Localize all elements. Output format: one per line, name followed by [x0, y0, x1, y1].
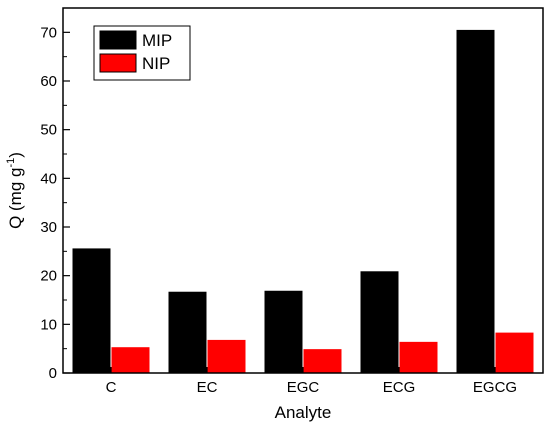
bar-mip-egcg [456, 29, 495, 374]
x-tick-label: EC [197, 379, 218, 396]
x-tick-label: C [106, 379, 117, 396]
bar-nip-ec [207, 339, 246, 373]
x-tick-label: EGCG [473, 379, 517, 396]
legend: MIP NIP [93, 25, 191, 81]
bar-mip-ec [168, 291, 207, 373]
y-tick-label: 60 [40, 73, 57, 90]
x-tick-label: EGC [287, 379, 320, 396]
bar-mip-c [72, 248, 111, 373]
legend-label-mip: MIP [142, 31, 172, 50]
bar-nip-egc [303, 349, 342, 373]
bar-mip-ecg [360, 271, 399, 373]
x-axis: C EC EGC ECG EGCG [106, 367, 517, 396]
y-tick-label: 50 [40, 122, 57, 139]
bar-mip-egc [264, 290, 303, 373]
y-axis-title: Q (mg g-1) [5, 152, 25, 229]
bars-group [72, 29, 534, 374]
legend-swatch-mip [99, 30, 137, 50]
y-axis-title-superscript: -1 [5, 158, 17, 168]
bar-nip-egcg [495, 332, 534, 373]
bar-nip-c [111, 347, 150, 373]
legend-swatch-nip [99, 53, 137, 73]
y-axis-title-close: ) [6, 152, 25, 158]
y-tick-label: 10 [40, 316, 57, 333]
y-tick-label: 70 [40, 24, 57, 41]
x-tick-label: ECG [383, 379, 416, 396]
y-tick-label: 0 [49, 365, 57, 382]
y-tick-label: 30 [40, 219, 57, 236]
y-tick-label: 20 [40, 268, 57, 285]
y-axis: 0 10 20 30 40 50 60 70 [40, 24, 70, 382]
x-axis-title: Analyte [275, 403, 332, 422]
y-axis-title-main: Q (mg g [6, 168, 25, 229]
y-tick-label: 40 [40, 170, 57, 187]
bar-nip-ecg [399, 341, 438, 373]
legend-label-nip: NIP [142, 54, 170, 73]
